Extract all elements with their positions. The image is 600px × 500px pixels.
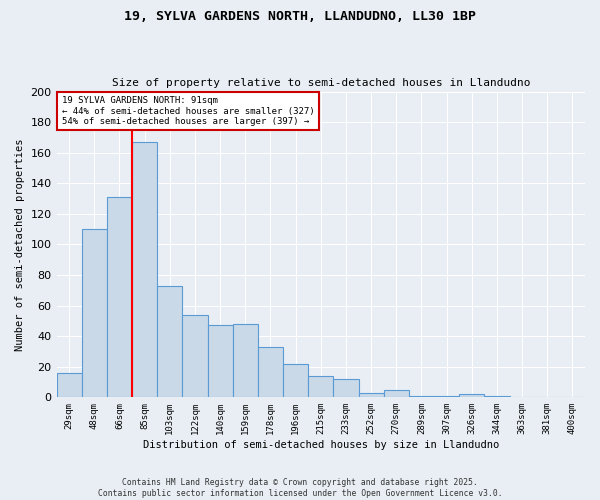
Bar [182,315,208,398]
Bar [107,197,132,398]
Text: Contains HM Land Registry data © Crown copyright and database right 2025.
Contai: Contains HM Land Registry data © Crown c… [98,478,502,498]
Bar [258,347,283,398]
Bar [233,324,258,398]
Bar [283,364,308,398]
Bar [308,376,334,398]
Y-axis label: Number of semi-detached properties: Number of semi-detached properties [15,138,25,350]
X-axis label: Distribution of semi-detached houses by size in Llandudno: Distribution of semi-detached houses by … [143,440,499,450]
Bar [132,142,157,398]
Bar [459,394,484,398]
Bar [208,326,233,398]
Bar [484,396,509,398]
Bar [409,396,434,398]
Bar [56,373,82,398]
Title: Size of property relative to semi-detached houses in Llandudno: Size of property relative to semi-detach… [112,78,530,88]
Bar [383,390,409,398]
Text: 19, SYLVA GARDENS NORTH, LLANDUDNO, LL30 1BP: 19, SYLVA GARDENS NORTH, LLANDUDNO, LL30… [124,10,476,23]
Bar [434,396,459,398]
Bar [334,379,359,398]
Bar [359,392,383,398]
Text: 19 SYLVA GARDENS NORTH: 91sqm
← 44% of semi-detached houses are smaller (327)
54: 19 SYLVA GARDENS NORTH: 91sqm ← 44% of s… [62,96,314,126]
Bar [82,229,107,398]
Bar [157,286,182,398]
